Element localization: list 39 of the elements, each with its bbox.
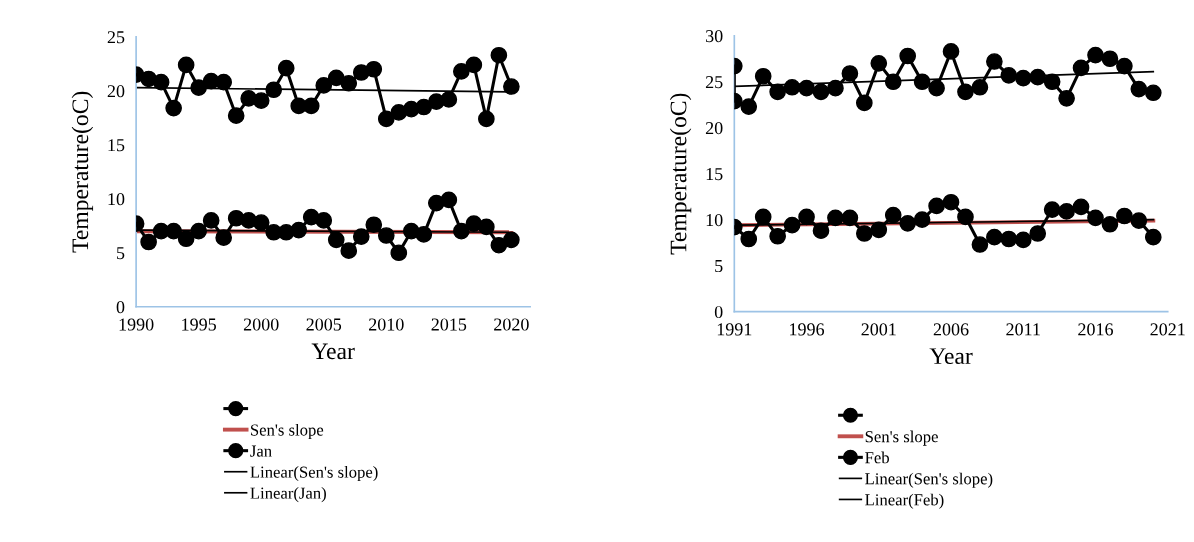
x-tick-label: 2010: [369, 318, 404, 331]
y-tick-label: 15: [108, 139, 125, 152]
x-tick-label: 2021: [1150, 323, 1185, 336]
x-tick-label: 2016: [1078, 323, 1114, 336]
y-tick-label: 5: [715, 260, 723, 273]
y-axis-title: Temperature(oC): [71, 91, 94, 253]
y-tick-label: 25: [107, 31, 125, 44]
y-tick-label: 30: [706, 30, 723, 43]
y-tick-label: 5: [117, 247, 125, 260]
x-tick-label: 2006: [933, 323, 969, 336]
y-tick-label: 0: [714, 305, 723, 319]
x-axis-title: Year: [311, 343, 355, 360]
x-tick-label: 2020: [494, 318, 529, 331]
legend-label: Sen's slope: [865, 430, 938, 446]
y-tick-label: 20: [107, 85, 125, 98]
legend-label: Linear(Feb): [865, 493, 944, 509]
legend-label: Linear(Sen's slope): [865, 472, 993, 488]
x-tick-label: 1995: [182, 318, 217, 331]
x-tick-label: 2001: [861, 323, 896, 336]
y-tick-label: 10: [706, 213, 723, 227]
y-axis-title: Temperature(oC): [669, 93, 692, 255]
legend-label: Linear(Sen's slope): [250, 466, 378, 482]
x-tick-label: 1996: [790, 323, 825, 336]
legend-label: Jan: [250, 445, 272, 457]
x-tick-label: 1991: [717, 323, 752, 336]
y-tick-label: 20: [705, 121, 723, 135]
x-tick-label: 2000: [243, 318, 279, 331]
legend-label: Sen's slope: [251, 423, 324, 440]
y-tick-label: 0: [116, 301, 125, 314]
legend-label: Linear(Jan): [250, 487, 326, 503]
x-tick-label: 2015: [431, 318, 467, 331]
x-tick-label: 1990: [119, 318, 154, 331]
legend-label: Feb: [865, 451, 889, 464]
x-tick-label: 2011: [1006, 323, 1040, 336]
y-tick-label: 15: [706, 168, 723, 181]
x-axis-title: Year: [929, 348, 973, 365]
y-tick-label: 25: [705, 76, 723, 89]
x-tick-label: 2005: [306, 318, 342, 331]
y-tick-label: 10: [108, 193, 125, 206]
